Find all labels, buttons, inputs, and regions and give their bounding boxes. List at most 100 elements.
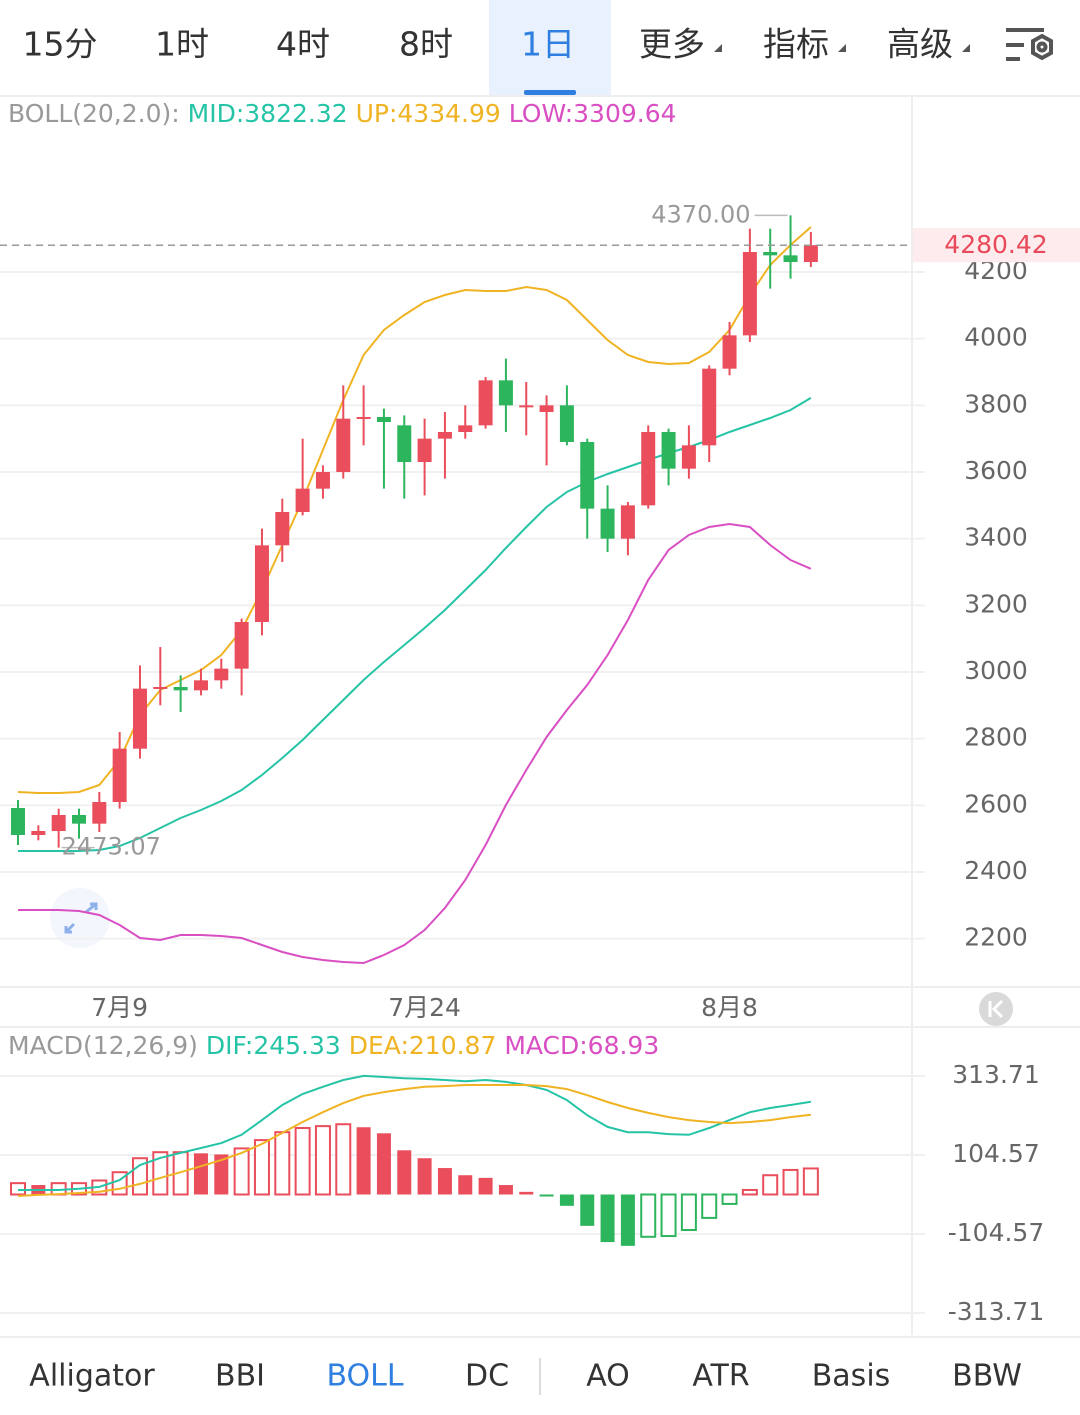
candle-body bbox=[31, 831, 46, 835]
candle-body bbox=[539, 405, 554, 412]
histogram-bar bbox=[397, 1150, 412, 1195]
y-tick-label: 3600 bbox=[964, 456, 1028, 485]
macd-line bbox=[18, 1074, 812, 1191]
top-tab[interactable]: 1时 bbox=[155, 25, 209, 64]
expand-icon[interactable] bbox=[50, 888, 110, 948]
bottom-tab[interactable]: BOLL bbox=[326, 1359, 403, 1394]
histogram-bar bbox=[214, 1154, 229, 1195]
y-tick-label: 3400 bbox=[964, 523, 1028, 552]
candle-body bbox=[783, 255, 798, 262]
y-tick-label: 2400 bbox=[964, 856, 1028, 885]
settings-icon[interactable] bbox=[1006, 28, 1053, 61]
candle-body bbox=[112, 748, 127, 802]
histogram-bar bbox=[762, 1174, 779, 1196]
candle-body bbox=[681, 445, 696, 469]
histogram-bar bbox=[193, 1153, 208, 1195]
dropdown-arrow bbox=[838, 44, 846, 52]
histogram-bar bbox=[356, 1127, 371, 1195]
y-tick-label: 4000 bbox=[964, 323, 1028, 352]
candle-body bbox=[763, 252, 778, 256]
histogram-bar bbox=[233, 1147, 250, 1196]
active-tab-background bbox=[489, 0, 611, 95]
candle-body bbox=[742, 252, 757, 336]
histogram-bar bbox=[376, 1133, 391, 1195]
histogram-bar bbox=[782, 1168, 799, 1196]
candle-body bbox=[519, 405, 534, 408]
candle-body bbox=[498, 380, 513, 406]
macd-legend: MACD(12,26,9) DIF:245.33 DEA:210.87 MACD… bbox=[8, 1031, 659, 1060]
histogram-bar bbox=[559, 1194, 574, 1206]
candle-body bbox=[234, 622, 249, 669]
legend-up: UP:4334.99 bbox=[356, 99, 501, 128]
top-tab[interactable]: 1日 bbox=[521, 25, 575, 64]
candle-body bbox=[803, 245, 818, 262]
histogram-bar bbox=[802, 1167, 819, 1196]
candle-body bbox=[620, 505, 635, 539]
bottom-tab[interactable]: AO bbox=[586, 1359, 630, 1394]
candle-body bbox=[315, 472, 330, 489]
bottom-tab[interactable]: Alligator bbox=[29, 1359, 155, 1394]
band-line bbox=[18, 397, 812, 852]
candle-body bbox=[92, 802, 107, 824]
y-tick-label: 313.71 bbox=[952, 1060, 1039, 1089]
histogram-bar bbox=[274, 1131, 291, 1196]
x-tick-label: 7月24 bbox=[388, 993, 461, 1022]
x-tick-label: 8月8 bbox=[701, 993, 758, 1022]
histogram-bar bbox=[417, 1158, 432, 1195]
indicator-label: BOLL(20,2.0): bbox=[8, 99, 180, 128]
band-line bbox=[18, 522, 812, 965]
bottom-tab[interactable]: BBI bbox=[215, 1359, 265, 1394]
candle-body bbox=[356, 417, 371, 419]
histogram-bar bbox=[498, 1185, 513, 1195]
legend-dea: DEA:210.87 bbox=[349, 1031, 497, 1060]
histogram-bar bbox=[519, 1191, 534, 1195]
legend-dif: DIF:245.33 bbox=[206, 1031, 341, 1060]
reset-icon[interactable] bbox=[979, 992, 1013, 1026]
top-tab[interactable]: 更多 bbox=[639, 25, 705, 64]
y-tick-label: 3200 bbox=[964, 589, 1028, 618]
histogram-bar bbox=[680, 1193, 697, 1231]
bottom-tab[interactable]: Basis bbox=[812, 1359, 891, 1394]
candle-body bbox=[254, 545, 269, 622]
histogram-bar bbox=[600, 1194, 615, 1243]
candle-body bbox=[295, 488, 310, 512]
candle-body bbox=[193, 680, 208, 691]
histogram-bar bbox=[640, 1193, 657, 1238]
legend-macd: MACD:68.93 bbox=[504, 1031, 659, 1060]
macd-line bbox=[17, 1084, 812, 1197]
histogram-bar bbox=[314, 1125, 331, 1196]
candle-body bbox=[641, 432, 656, 506]
histogram-bar bbox=[253, 1139, 270, 1196]
top-tab[interactable]: 8时 bbox=[399, 25, 453, 64]
histogram-bar bbox=[580, 1194, 595, 1226]
active-tab-indicator bbox=[524, 90, 576, 95]
candle-body bbox=[559, 405, 574, 442]
y-tick-label: -104.57 bbox=[948, 1218, 1045, 1247]
top-tab[interactable]: 指标 bbox=[763, 25, 829, 64]
y-tick-label: 104.57 bbox=[952, 1139, 1039, 1168]
last-price-label: 4280.42 bbox=[944, 230, 1047, 259]
top-tab[interactable]: 高级 bbox=[887, 25, 953, 64]
histogram-bar bbox=[478, 1177, 493, 1195]
bottom-tab[interactable]: BBW bbox=[952, 1359, 1022, 1394]
candle-body bbox=[173, 687, 188, 691]
candle-body bbox=[71, 815, 86, 824]
bottom-tab[interactable]: ATR bbox=[692, 1359, 749, 1394]
candle-body bbox=[437, 432, 452, 439]
histogram-bar bbox=[539, 1194, 554, 1197]
candle-body bbox=[214, 668, 229, 681]
legend-low: LOW:3309.64 bbox=[509, 99, 677, 128]
top-tab[interactable]: 15分 bbox=[23, 25, 98, 64]
y-tick-label: 3800 bbox=[964, 389, 1028, 418]
bottom-tab[interactable]: DC bbox=[465, 1359, 509, 1394]
last-price-box bbox=[913, 228, 1080, 263]
x-tick-label: 7月9 bbox=[91, 993, 148, 1022]
candle-body bbox=[336, 418, 351, 472]
histogram-bar bbox=[620, 1194, 635, 1246]
y-tick-label: -313.71 bbox=[948, 1297, 1045, 1326]
top-tab[interactable]: 4时 bbox=[276, 25, 330, 64]
dropdown-arrow bbox=[962, 44, 970, 52]
histogram-bar bbox=[458, 1175, 473, 1195]
candle-body bbox=[417, 438, 432, 462]
